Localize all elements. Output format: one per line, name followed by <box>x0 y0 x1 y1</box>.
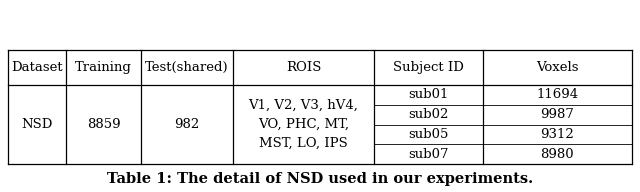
Text: Training: Training <box>75 61 132 74</box>
Text: sub07: sub07 <box>408 148 449 161</box>
Text: sub02: sub02 <box>408 108 449 121</box>
Text: ROIS: ROIS <box>286 61 321 74</box>
Text: 9987: 9987 <box>541 108 574 121</box>
Text: Table 1: The detail of NSD used in our experiments.: Table 1: The detail of NSD used in our e… <box>107 172 533 186</box>
Text: 8859: 8859 <box>86 118 120 131</box>
Text: Subject ID: Subject ID <box>393 61 464 74</box>
Text: 11694: 11694 <box>536 88 579 101</box>
Text: sub05: sub05 <box>408 128 449 141</box>
Text: Dataset: Dataset <box>12 61 63 74</box>
Text: Voxels: Voxels <box>536 61 579 74</box>
Text: 9312: 9312 <box>541 128 574 141</box>
Text: 8980: 8980 <box>541 148 574 161</box>
Text: 982: 982 <box>175 118 200 131</box>
Text: sub01: sub01 <box>408 88 449 101</box>
Text: V1, V2, V3, hV4,
VO, PHC, MT,
MST, LO, IPS: V1, V2, V3, hV4, VO, PHC, MT, MST, LO, I… <box>248 99 358 150</box>
Text: NSD: NSD <box>21 118 52 131</box>
Text: Test(shared): Test(shared) <box>145 61 229 74</box>
